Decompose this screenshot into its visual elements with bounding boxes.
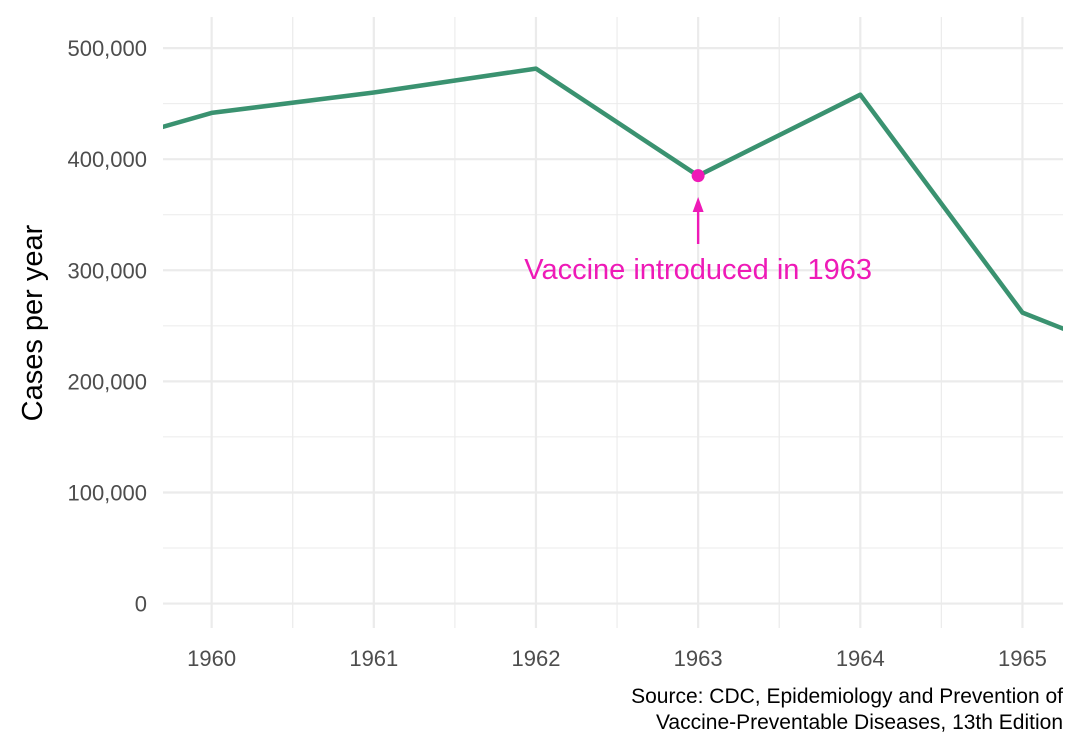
x-tick-label: 1960 [187,646,236,671]
y-tick-label: 200,000 [67,369,147,394]
x-tick-label: 1962 [511,646,560,671]
annotation-label: Vaccine introduced in 1963 [524,254,872,286]
series-layer [163,66,1063,332]
minor-gridlines [163,17,1063,628]
x-tick-label: 1961 [349,646,398,671]
x-tick-label: 1965 [998,646,1047,671]
annotation-arrowhead [692,197,704,212]
cases-line [163,66,1063,332]
y-axis-tick-labels: 0 100,000 200,000 300,000 400,000 500,000 [67,36,147,616]
x-tick-label: 1964 [836,646,885,671]
y-tick-label: 400,000 [67,147,147,172]
source-caption: Source: CDC, Epidemiology and Prevention… [631,684,1063,736]
y-tick-label: 300,000 [67,258,147,283]
major-gridlines [163,17,1063,628]
y-tick-label: 0 [135,592,147,617]
y-tick-label: 500,000 [67,36,147,61]
y-tick-label: 100,000 [67,480,147,505]
x-axis-tick-labels: 1960 1961 1962 1963 1964 1965 [187,646,1047,671]
x-tick-label: 1963 [674,646,723,671]
y-axis-title: Cases per year [17,224,49,421]
highlight-point-1963 [691,169,705,183]
source-caption-line-1: Source: CDC, Epidemiology and Prevention… [631,685,1063,708]
source-caption-line-2: Vaccine-Preventable Diseases, 13th Editi… [655,711,1063,734]
annotation-layer: Vaccine introduced in 1963 [524,169,872,286]
